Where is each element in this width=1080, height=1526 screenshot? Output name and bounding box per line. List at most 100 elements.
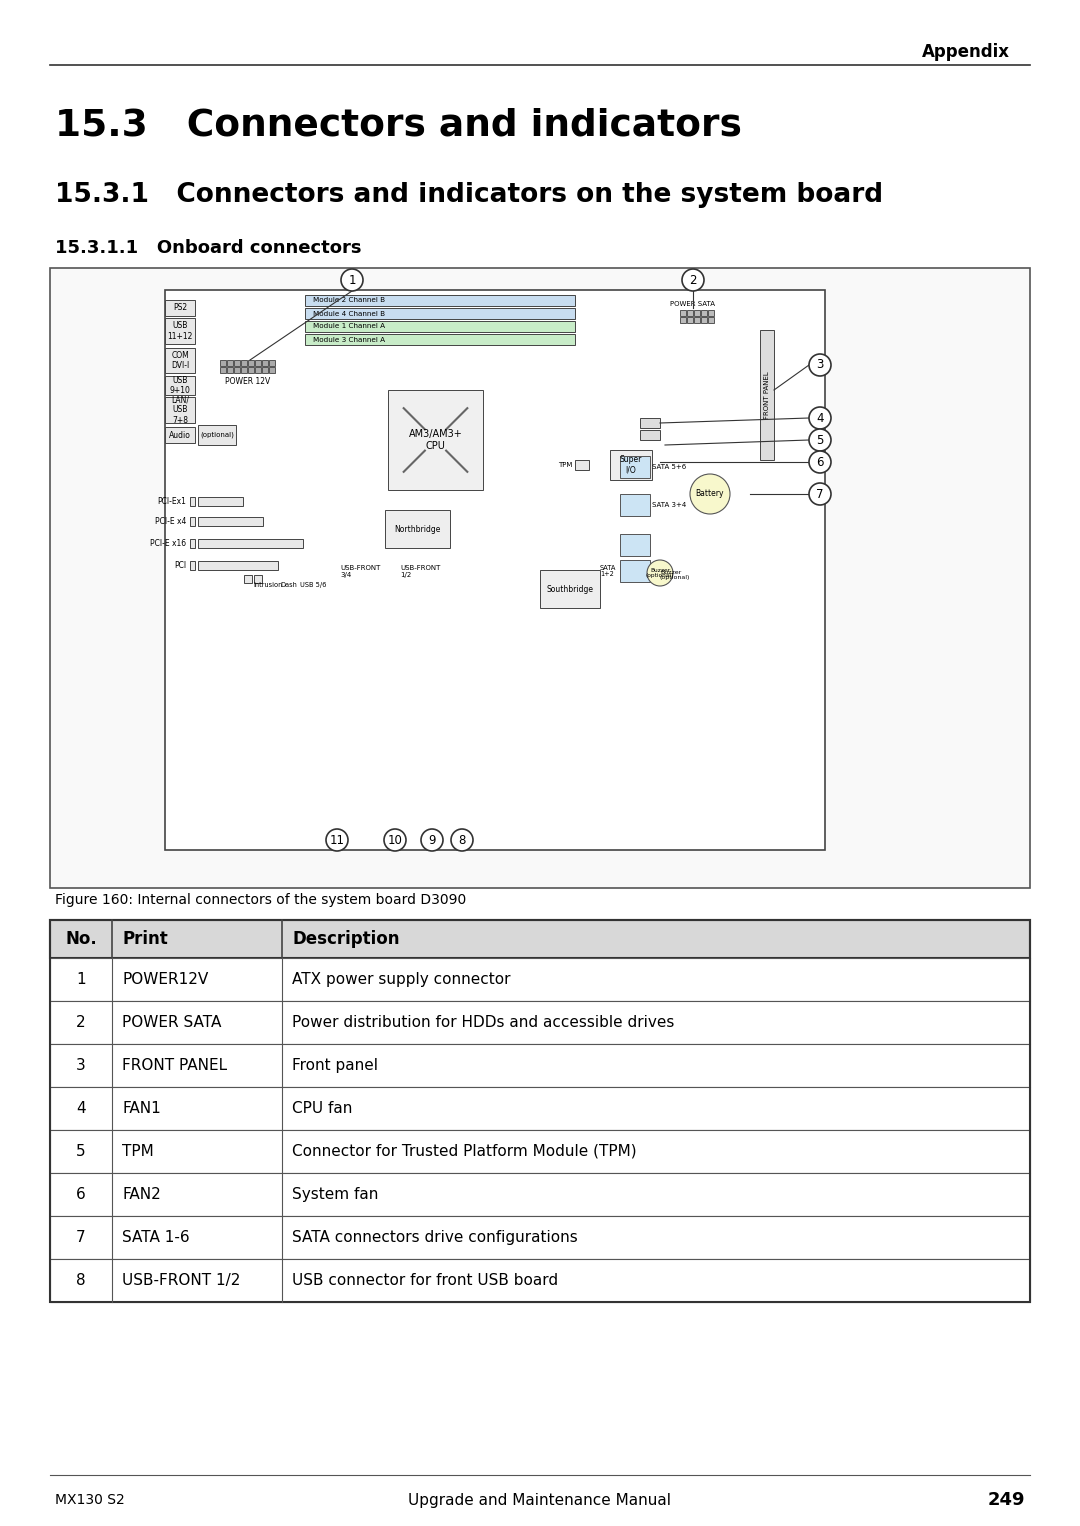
Text: POWER 12V: POWER 12V <box>226 377 271 386</box>
Bar <box>190 562 195 571</box>
Text: FRONT PANEL: FRONT PANEL <box>122 1058 227 1073</box>
Bar <box>227 366 233 372</box>
Text: COM
DVI-I: COM DVI-I <box>171 351 189 371</box>
Text: Print: Print <box>122 929 167 948</box>
Bar <box>165 317 195 343</box>
Text: 5: 5 <box>77 1144 85 1160</box>
Bar <box>305 295 575 307</box>
Text: 8: 8 <box>77 1273 85 1288</box>
Text: 15.3.1.1   Onboard connectors: 15.3.1.1 Onboard connectors <box>55 240 362 256</box>
Bar <box>50 1001 1030 1044</box>
Text: 2: 2 <box>689 273 697 287</box>
Circle shape <box>809 429 831 452</box>
Text: Connector for Trusted Platform Module (TPM): Connector for Trusted Platform Module (T… <box>292 1144 636 1160</box>
Text: USB-FRONT 1/2: USB-FRONT 1/2 <box>122 1273 241 1288</box>
Text: FAN1: FAN1 <box>122 1100 161 1116</box>
Text: 4: 4 <box>816 412 824 424</box>
Bar <box>50 920 1030 1302</box>
Bar <box>262 366 268 372</box>
Bar <box>620 560 650 581</box>
Bar <box>220 360 226 366</box>
Circle shape <box>451 829 473 852</box>
Bar <box>701 310 707 316</box>
Bar <box>620 456 650 478</box>
Text: TPM: TPM <box>557 462 572 468</box>
Text: POWER SATA: POWER SATA <box>122 1015 221 1030</box>
Circle shape <box>341 269 363 291</box>
Bar <box>50 1259 1030 1302</box>
Bar <box>575 459 589 470</box>
Text: System fan: System fan <box>292 1187 378 1202</box>
Bar <box>255 366 261 372</box>
Bar <box>50 958 1030 1001</box>
Text: 249: 249 <box>987 1491 1025 1509</box>
Text: 11: 11 <box>329 833 345 847</box>
Text: (optional): (optional) <box>200 432 234 438</box>
Text: Intrusion: Intrusion <box>253 581 282 588</box>
Text: USB
9+10: USB 9+10 <box>170 375 190 395</box>
Text: Description: Description <box>292 929 400 948</box>
Text: Module 1 Channel A: Module 1 Channel A <box>313 324 386 330</box>
Bar <box>610 450 652 481</box>
Text: 10: 10 <box>388 833 403 847</box>
Bar <box>50 920 1030 958</box>
Bar <box>687 317 693 324</box>
Text: 15.3   Connectors and indicators: 15.3 Connectors and indicators <box>55 107 742 143</box>
Text: Figure 160: Internal connectors of the system board D3090: Figure 160: Internal connectors of the s… <box>55 893 467 906</box>
Bar <box>50 920 1030 958</box>
Bar <box>50 1259 1030 1302</box>
Text: 7: 7 <box>816 487 824 501</box>
Bar <box>241 360 247 366</box>
Text: SATA
1+2: SATA 1+2 <box>600 565 617 577</box>
Bar <box>165 375 195 395</box>
Text: Battery: Battery <box>696 490 725 499</box>
Bar <box>198 497 243 507</box>
Bar <box>50 1216 1030 1259</box>
Bar <box>708 317 714 324</box>
Bar <box>694 310 700 316</box>
Text: Appendix: Appendix <box>922 43 1010 61</box>
Text: 8: 8 <box>458 833 465 847</box>
Bar <box>540 571 600 607</box>
Bar <box>305 334 575 345</box>
Bar <box>687 310 693 316</box>
Text: SATA 3+4: SATA 3+4 <box>652 502 686 508</box>
Bar <box>254 575 262 583</box>
Text: USB connector for front USB board: USB connector for front USB board <box>292 1273 558 1288</box>
Bar <box>694 317 700 324</box>
Bar <box>269 360 275 366</box>
Bar <box>640 418 660 427</box>
Text: USB 5/6: USB 5/6 <box>300 581 326 588</box>
Text: POWER SATA: POWER SATA <box>670 301 715 307</box>
Circle shape <box>809 354 831 375</box>
Bar <box>50 1129 1030 1173</box>
Text: FAN2: FAN2 <box>122 1187 161 1202</box>
Text: Power distribution for HDDs and accessible drives: Power distribution for HDDs and accessib… <box>292 1015 674 1030</box>
Text: USB
11+12: USB 11+12 <box>167 322 192 340</box>
Bar <box>190 517 195 526</box>
Bar <box>50 1044 1030 1087</box>
Circle shape <box>421 829 443 852</box>
Bar <box>384 510 450 548</box>
Text: 7: 7 <box>77 1230 85 1245</box>
Bar <box>234 366 240 372</box>
Text: SATA 5+6: SATA 5+6 <box>652 464 686 470</box>
Bar <box>198 562 278 571</box>
Bar <box>305 308 575 319</box>
Text: ATX power supply connector: ATX power supply connector <box>292 972 511 987</box>
Text: 3: 3 <box>816 359 824 371</box>
Text: PS2: PS2 <box>173 304 187 313</box>
Text: Buzzer
(optional): Buzzer (optional) <box>646 568 674 578</box>
Bar <box>388 391 483 490</box>
Text: 15.3.1   Connectors and indicators on the system board: 15.3.1 Connectors and indicators on the … <box>55 182 883 208</box>
Bar <box>680 310 686 316</box>
Bar <box>640 430 660 439</box>
Text: 5: 5 <box>816 433 824 447</box>
Bar <box>165 301 195 316</box>
Bar <box>620 494 650 516</box>
Text: CPU fan: CPU fan <box>292 1100 352 1116</box>
Text: Buzzer
(optional): Buzzer (optional) <box>660 569 690 580</box>
Circle shape <box>809 484 831 505</box>
Circle shape <box>326 829 348 852</box>
Bar <box>50 958 1030 1001</box>
